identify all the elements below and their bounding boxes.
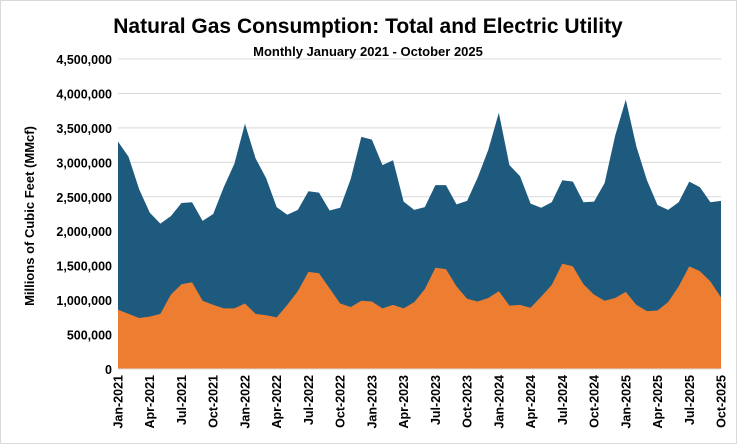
x-tick-label: Apr-2022	[270, 375, 284, 429]
x-tick-label: Jul-2021	[175, 375, 189, 425]
chart-subtitle: Monthly January 2021 - October 2025	[253, 44, 483, 59]
series-area-electric-utility	[118, 263, 721, 369]
x-axis-ticks: Jan-2021 Apr-2021 Jul-2021 Oct-2021 Jan-2022…	[112, 375, 729, 429]
x-tick-label: Jul-2025	[683, 375, 697, 425]
x-tick-label: Jan-2024	[492, 375, 506, 429]
x-tick-label: Oct-2022	[334, 375, 348, 428]
x-tick-label: Apr-2021	[143, 375, 157, 429]
y-tick-label: 3,500,000	[56, 122, 112, 136]
x-tick-label: Jul-2022	[302, 375, 316, 425]
x-tick-label: Jan-2025	[619, 375, 633, 429]
x-tick-label: Jan-2022	[238, 375, 252, 429]
y-tick-label: 0	[105, 363, 112, 377]
y-tick-label: 4,000,000	[56, 87, 112, 101]
x-tick-label: Oct-2021	[207, 375, 221, 428]
x-tick-label: Jul-2024	[556, 375, 570, 425]
y-tick-label: 4,500,000	[56, 53, 112, 67]
x-tick-label: Apr-2023	[397, 375, 411, 429]
x-tick-label: Oct-2025	[715, 375, 729, 428]
x-tick-label: Jan-2021	[112, 375, 126, 429]
y-tick-label: 1,500,000	[56, 260, 112, 274]
y-tick-label: 500,000	[67, 329, 112, 343]
x-tick-label: Apr-2025	[651, 375, 665, 429]
y-axis-ticks: 0 500,000 1,000,000 1,500,000 2,000,000 2,500…	[56, 53, 112, 377]
y-tick-label: 3,000,000	[56, 156, 112, 170]
y-tick-label: 2,500,000	[56, 191, 112, 205]
y-axis-title: Millions of Cubic Feet (MMcf)	[22, 126, 37, 306]
x-tick-label: Oct-2023	[461, 375, 475, 428]
y-tick-label: 2,000,000	[56, 225, 112, 239]
x-tick-label: Jan-2023	[365, 375, 379, 429]
chart-title: Natural Gas Consumption: Total and Elect…	[113, 15, 623, 38]
x-tick-label: Jul-2023	[429, 375, 443, 425]
x-tick-label: Apr-2024	[524, 375, 538, 429]
series-areas	[118, 99, 721, 369]
y-tick-label: 1,000,000	[56, 294, 112, 308]
x-tick-label: Oct-2024	[588, 375, 602, 428]
